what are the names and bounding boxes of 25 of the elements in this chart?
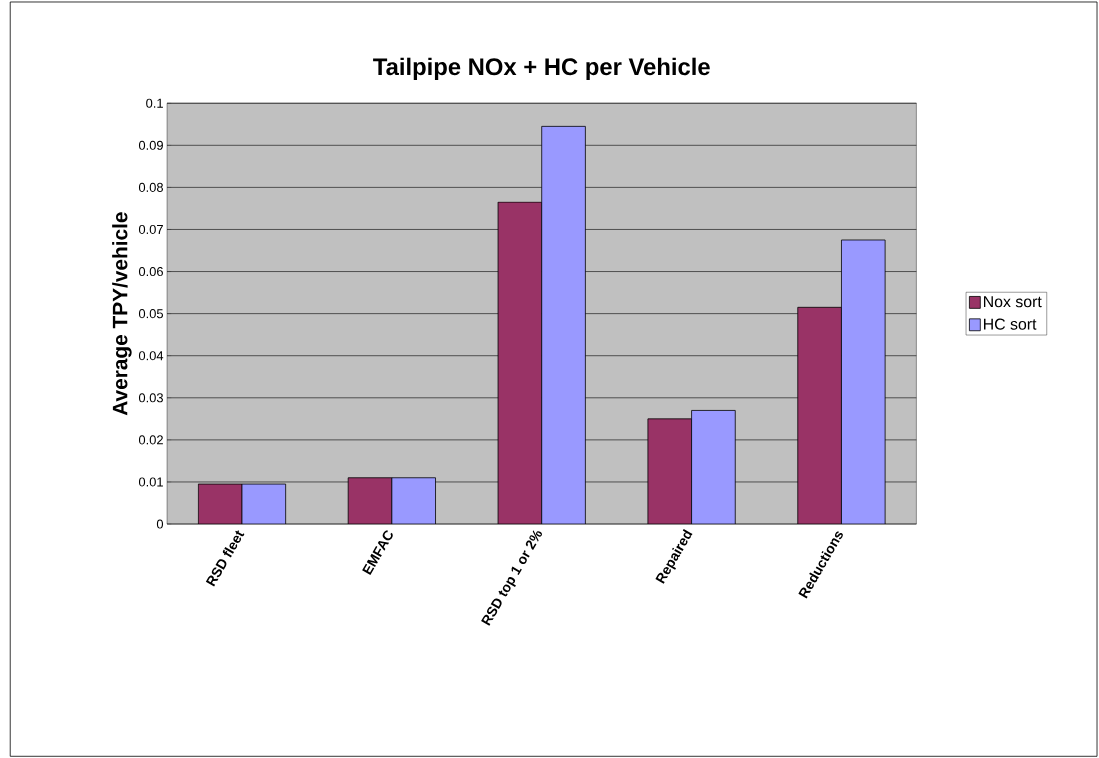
y-tick-label: 0.07 — [138, 224, 163, 234]
y-tick-label: 0.05 — [138, 308, 164, 319]
bar — [497, 201, 543, 524]
chart-title: Tailpipe NOx + HC per Vehicle — [373, 57, 710, 80]
y-tick-label: 0.1 — [146, 98, 163, 108]
bar — [541, 125, 586, 524]
bar — [347, 477, 393, 524]
bar — [841, 239, 886, 524]
bar — [647, 418, 692, 524]
bar — [797, 306, 842, 524]
y-tick-label: 0.03 — [138, 393, 163, 403]
y-axis-title: Average TPY/vehicle — [112, 212, 132, 416]
legend-label: Nox sort — [983, 296, 1042, 308]
y-tick-label: 0.04 — [138, 351, 164, 361]
y-tick-label: 0 — [156, 519, 164, 529]
y-tick-label: 0.06 — [138, 266, 163, 276]
legend-label: HC sort — [983, 318, 1037, 330]
y-tick-label: 0.01 — [138, 477, 163, 487]
y-tick-label: 0.09 — [138, 140, 163, 150]
bar — [391, 477, 436, 524]
bar — [691, 409, 736, 524]
bar — [241, 483, 287, 524]
y-tick-label: 0.02 — [138, 435, 163, 445]
bar — [197, 483, 243, 524]
y-tick-label: 0.08 — [138, 182, 163, 192]
